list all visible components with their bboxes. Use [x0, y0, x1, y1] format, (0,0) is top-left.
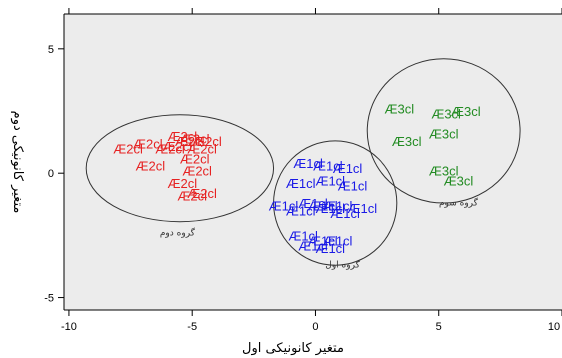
- x-tick-label: 0: [312, 321, 318, 333]
- data-point: Æ1cl: [315, 174, 345, 189]
- data-point: Æ1cl: [333, 161, 363, 176]
- data-point: Æ2cl: [135, 159, 165, 174]
- data-point: Æ1cl: [293, 156, 323, 171]
- group-ellipse: [273, 140, 398, 266]
- plot-background: [64, 14, 562, 310]
- x-tick-label: 10: [548, 321, 560, 333]
- data-point: Æ2cl: [187, 141, 217, 156]
- data-point: Æ1cl: [347, 201, 377, 216]
- data-point: Æ3cl: [431, 106, 461, 121]
- data-point: Æ3cl: [392, 134, 422, 149]
- data-point: Æ1cl: [315, 201, 345, 216]
- data-point: Æ2cl: [182, 164, 212, 179]
- data-point: Æ3cl: [384, 102, 414, 117]
- data-point: Æ2cl: [177, 189, 207, 204]
- data-point: Æ1cl: [330, 206, 360, 221]
- data-point: Æ1cl: [308, 199, 338, 214]
- data-point: Æ3cl: [429, 164, 459, 179]
- group-ellipses: [85, 58, 521, 266]
- data-point: Æ2cl: [155, 141, 185, 156]
- data-point: Æ1cl: [286, 204, 316, 219]
- data-point: Æ3cl: [444, 174, 474, 189]
- x-tick-label: 5: [436, 321, 442, 333]
- group-ellipse: [85, 114, 275, 223]
- x-tick-label: -5: [187, 321, 197, 333]
- data-point: Æ1cl: [298, 238, 328, 253]
- x-axis-title: متغیر کانونیکی اول: [242, 341, 344, 356]
- data-point: Æ2cl: [180, 131, 210, 146]
- data-point: Æ1cl: [286, 176, 316, 191]
- data-point: Æ1cl: [323, 233, 353, 248]
- data-point: Æ2cl: [192, 134, 222, 149]
- data-point: Æ2cl: [187, 186, 217, 201]
- data-point: Æ1cl: [308, 233, 338, 248]
- data-point: Æ2cl: [175, 134, 205, 149]
- y-axis-title: متغیر کانونیکی دوم: [10, 111, 25, 214]
- data-point: Æ1cl: [315, 241, 345, 256]
- data-point: Æ2cl: [180, 151, 210, 166]
- group-label: گروه اول: [325, 259, 360, 271]
- data-point: Æ1cl: [298, 196, 328, 211]
- axes: -10 -5 0 5 10 -5 0 5: [44, 8, 562, 333]
- data-point: Æ3cl: [451, 104, 481, 119]
- data-point: Æ3cl: [429, 126, 459, 141]
- group-label: گروه سوم: [439, 197, 479, 209]
- y-tick-label: 0: [48, 168, 54, 180]
- group-label: گروه دوم: [160, 226, 196, 238]
- group-labels: گروه اول گروه دوم گروه سوم: [160, 197, 479, 271]
- data-point: Æ1cl: [323, 199, 353, 214]
- data-point: Æ2cl: [168, 129, 198, 144]
- data-point: Æ2cl: [113, 141, 143, 156]
- data-point: Æ1cl: [313, 159, 343, 174]
- data-point: Æ2cl: [163, 139, 193, 154]
- data-point: Æ1cl: [288, 228, 318, 243]
- y-tick-label: 5: [48, 44, 54, 56]
- group-ellipse: [366, 58, 521, 204]
- y-tick-label: -5: [44, 293, 54, 305]
- data-point: Æ1cl: [269, 199, 299, 214]
- data-point: Æ2cl: [168, 176, 198, 191]
- data-point: Æ2cl: [133, 136, 163, 151]
- data-point: Æ1cl: [338, 179, 368, 194]
- x-tick-label: -10: [61, 321, 77, 333]
